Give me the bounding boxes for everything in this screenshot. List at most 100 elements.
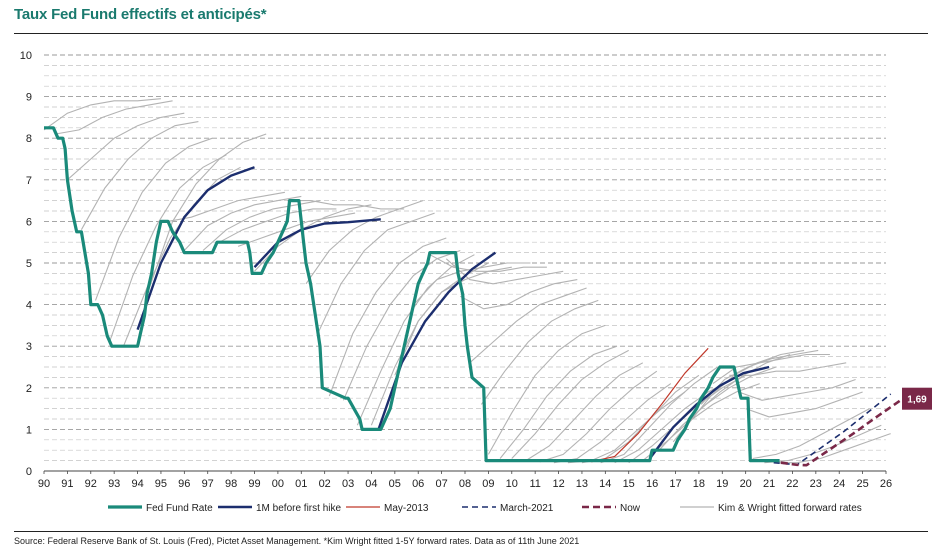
x-tick-label: 06 bbox=[412, 478, 424, 490]
x-tick-label: 14 bbox=[599, 478, 611, 490]
grid-lines bbox=[44, 54, 886, 472]
kim-wright-curve bbox=[511, 349, 629, 459]
kim-wright-curve bbox=[539, 370, 658, 463]
end-value-label: 1,69 bbox=[907, 395, 927, 406]
kim-wright-curve bbox=[219, 208, 337, 243]
series-line-fed-fund bbox=[44, 126, 780, 463]
kim-wright-curve bbox=[148, 133, 267, 289]
x-tick-label: 23 bbox=[810, 478, 822, 490]
x-tick-label: 15 bbox=[623, 478, 635, 490]
end-value-badge-box bbox=[902, 387, 932, 410]
kim-wright-curve bbox=[499, 345, 618, 459]
y-tick-label: 3 bbox=[26, 341, 32, 353]
legend-label: Now bbox=[620, 503, 641, 514]
kim-wright-curve bbox=[658, 366, 777, 451]
x-tick-label: 10 bbox=[506, 478, 518, 490]
y-tick-label: 9 bbox=[26, 92, 32, 104]
x-tick-label: 99 bbox=[248, 478, 260, 490]
x-tick-label: 13 bbox=[576, 478, 588, 490]
series-line-first-hike bbox=[136, 166, 255, 330]
end-value-badge: 1,69 bbox=[902, 387, 932, 410]
kim-wright-curve bbox=[614, 379, 732, 464]
series-line-now bbox=[780, 399, 901, 467]
y-tick-label: 5 bbox=[26, 258, 32, 270]
kim-wright-curve bbox=[317, 212, 435, 334]
x-tick-label: 05 bbox=[389, 478, 401, 490]
kim-wright-curve bbox=[745, 391, 863, 418]
kim-wright-curve bbox=[525, 362, 644, 462]
x-tick-label: 12 bbox=[552, 478, 564, 490]
kim-wright-curve bbox=[686, 349, 805, 426]
source-note: Source: Federal Reserve Bank of St. Loui… bbox=[14, 536, 580, 546]
x-tick-label: 98 bbox=[225, 478, 237, 490]
kim-wright-curve bbox=[67, 112, 185, 181]
y-tick-label: 7 bbox=[26, 175, 32, 187]
x-tick-label: 01 bbox=[295, 478, 307, 490]
x-tick-label: 19 bbox=[716, 478, 728, 490]
y-tick-label: 8 bbox=[26, 133, 32, 145]
kim-wright-curve bbox=[342, 249, 461, 401]
legend: Fed Fund Rate 1M before first hike May-201… bbox=[108, 503, 862, 514]
kim-wright-curve bbox=[328, 237, 447, 397]
y-tick-label: 6 bbox=[26, 216, 32, 228]
kim-wright-curve bbox=[469, 287, 587, 364]
x-tick-label: 97 bbox=[202, 478, 214, 490]
y-tick-label: 0 bbox=[26, 466, 32, 478]
kim-wright-curve bbox=[773, 433, 891, 464]
title-rule bbox=[14, 33, 928, 34]
y-tick-label: 1 bbox=[26, 424, 32, 436]
kim-wright-curve bbox=[43, 98, 161, 131]
kim-wright-curve bbox=[429, 254, 547, 272]
x-tick-label: 11 bbox=[529, 478, 540, 490]
x-tick-label: 94 bbox=[131, 478, 143, 490]
x-tick-label: 00 bbox=[272, 478, 284, 490]
kim-wright-curve bbox=[460, 279, 578, 310]
x-tick-label: 16 bbox=[646, 478, 658, 490]
kim-wright-curve bbox=[94, 137, 213, 301]
x-tick-label: 96 bbox=[178, 478, 190, 490]
y-tick-label: 2 bbox=[26, 383, 32, 395]
x-tick-label: 08 bbox=[459, 478, 471, 490]
kim-wright-curve bbox=[254, 204, 372, 272]
x-tick-label: 90 bbox=[38, 478, 50, 490]
x-tick-label: 07 bbox=[435, 478, 447, 490]
x-tick-label: 21 bbox=[763, 478, 775, 490]
y-tick-label: 4 bbox=[26, 300, 32, 312]
x-tick-label: 92 bbox=[85, 478, 97, 490]
kim-wright-curve bbox=[237, 212, 356, 247]
y-axis: 0 1 2 3 4 5 6 7 8 9 10 bbox=[20, 50, 32, 478]
kim-wright-curve bbox=[752, 408, 870, 460]
kim-wright-curve bbox=[287, 200, 405, 210]
kim-wright-curve bbox=[305, 200, 424, 285]
kim-wright-curve bbox=[729, 362, 847, 376]
y-tick-label: 10 bbox=[20, 50, 32, 62]
x-tick-label: 91 bbox=[61, 478, 73, 490]
x-tick-label: 22 bbox=[786, 478, 798, 490]
kim-wright-curve bbox=[55, 100, 173, 135]
x-axis: 90 91 92 93 94 95 96 97 98 99 00 01 02 03 04 05 06 07 08 09… bbox=[38, 471, 892, 490]
series-lines bbox=[44, 126, 901, 467]
source-rule bbox=[14, 531, 928, 532]
x-tick-label: 24 bbox=[833, 478, 845, 490]
kim-wright-curves bbox=[43, 98, 891, 464]
x-tick-label: 09 bbox=[482, 478, 494, 490]
series-line-first-hike bbox=[253, 218, 381, 269]
kim-wright-curve bbox=[356, 254, 475, 426]
kim-wright-curve bbox=[487, 324, 606, 455]
x-tick-label: 26 bbox=[880, 478, 892, 490]
legend-label: May-2013 bbox=[384, 503, 429, 514]
series-line-first-hike bbox=[648, 365, 770, 460]
x-tick-label: 03 bbox=[342, 478, 354, 490]
x-tick-label: 02 bbox=[319, 478, 331, 490]
legend-label: March-2021 bbox=[500, 503, 554, 514]
kim-wright-curve bbox=[108, 154, 227, 343]
kim-wright-curve bbox=[80, 121, 199, 230]
x-tick-label: 25 bbox=[856, 478, 868, 490]
legend-label: 1M before first hike bbox=[256, 503, 341, 514]
series-line-may-2013 bbox=[591, 347, 709, 463]
x-tick-label: 95 bbox=[155, 478, 167, 490]
x-tick-label: 04 bbox=[365, 478, 377, 490]
kim-wright-curve bbox=[712, 353, 830, 385]
x-tick-label: 93 bbox=[108, 478, 120, 490]
